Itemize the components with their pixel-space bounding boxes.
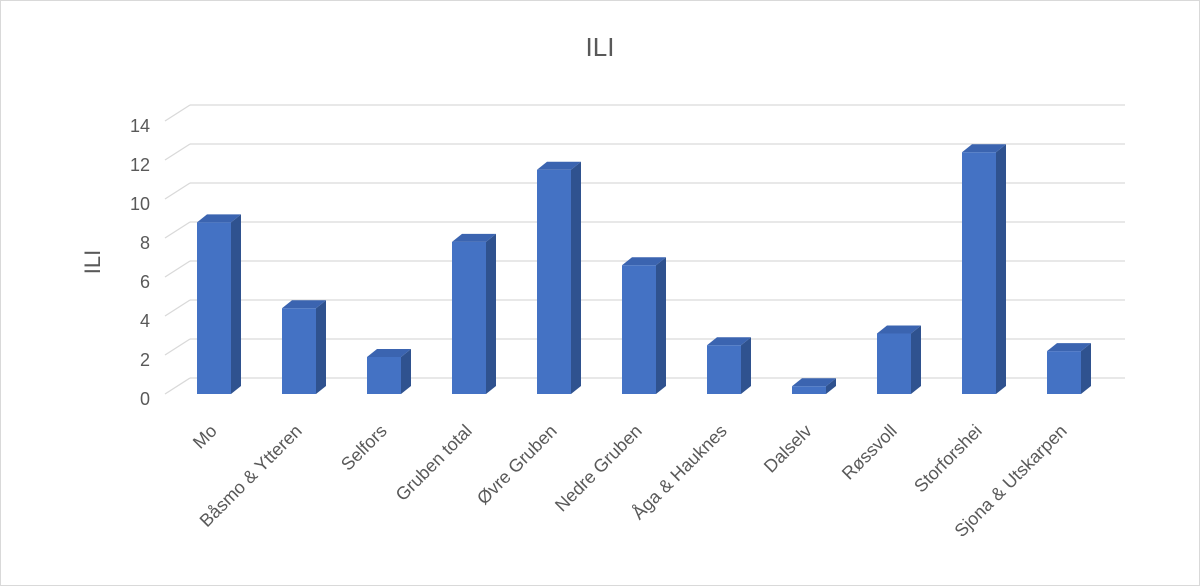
bar-top	[282, 300, 326, 309]
bar	[537, 161, 581, 394]
bar-front	[1047, 351, 1081, 394]
y-axis-title: ILI	[80, 250, 105, 274]
bar-front	[877, 333, 911, 394]
bar-front	[622, 265, 656, 394]
bar-front	[452, 241, 486, 394]
bar-top	[197, 214, 241, 223]
grid-line	[164, 221, 191, 239]
bar	[877, 325, 921, 394]
y-tick-label: 0	[140, 389, 150, 409]
bar-top	[707, 337, 751, 346]
bar-front	[707, 345, 741, 394]
bar-front	[197, 222, 231, 394]
bar	[622, 257, 666, 394]
y-tick-label: 8	[140, 233, 150, 253]
bar-side	[231, 214, 241, 394]
bar-front	[537, 169, 571, 394]
y-tick-label: 6	[140, 272, 150, 292]
bar	[197, 214, 241, 394]
y-tick-label: 14	[130, 116, 150, 136]
bar	[367, 348, 411, 394]
bar-top	[1047, 343, 1091, 352]
bar-top	[877, 325, 921, 334]
bar-front	[792, 386, 826, 394]
bar-front	[367, 356, 401, 394]
bar-side	[996, 144, 1006, 394]
bar-top	[537, 161, 581, 170]
bar-side	[1081, 343, 1091, 394]
bar-side	[486, 233, 496, 394]
bar-side	[826, 378, 836, 394]
grid-line	[164, 338, 191, 356]
bar-top	[367, 348, 411, 357]
bar-top	[452, 233, 496, 242]
bar	[707, 337, 751, 394]
grid-line	[164, 377, 191, 395]
grid-line	[164, 260, 191, 278]
bar-side	[741, 337, 751, 394]
chart-title: ILI	[586, 32, 615, 62]
bar	[1047, 343, 1091, 394]
grid-line	[164, 182, 191, 200]
bar-side	[571, 161, 581, 394]
bar-top	[622, 257, 666, 266]
bar-front	[962, 152, 996, 394]
bar-top	[962, 144, 1006, 153]
bar	[282, 300, 326, 394]
grid-line	[164, 104, 191, 122]
bar-side	[656, 257, 666, 394]
bar-side	[316, 300, 326, 394]
y-tick-label: 4	[140, 311, 150, 331]
y-tick-label: 2	[140, 350, 150, 370]
grid-line	[164, 299, 191, 317]
grid-line	[164, 143, 191, 161]
bar	[962, 144, 1006, 394]
bar-side	[911, 325, 921, 394]
bar-top	[792, 378, 836, 387]
y-tick-label: 10	[130, 194, 150, 214]
bar	[792, 378, 836, 394]
bar-side	[401, 348, 411, 394]
bar	[452, 233, 496, 394]
y-tick-label: 12	[130, 155, 150, 175]
bar-front	[282, 308, 316, 394]
